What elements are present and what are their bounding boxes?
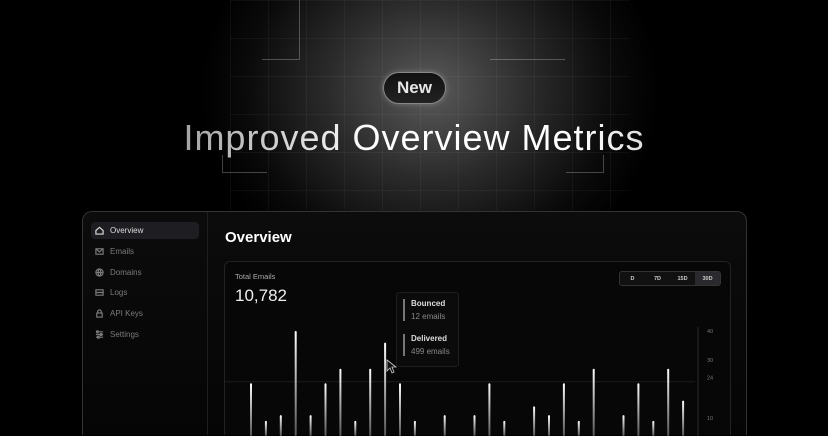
chart-bar (324, 383, 327, 436)
decor-line (490, 59, 565, 60)
sidebar-item-label: API Keys (110, 309, 143, 319)
sidebar-item-emails[interactable]: Emails (91, 243, 199, 260)
chart-bar (354, 420, 357, 436)
delivered-label: Delivered (411, 334, 448, 343)
sidebar-item-settings[interactable]: Settings (91, 326, 199, 343)
logs-icon (95, 289, 104, 297)
chart-bar (279, 415, 282, 436)
chart-bar (264, 420, 267, 436)
total-emails-card: 40 30 24 10 Total Emails 10,782 D 7D 15D 30… (224, 261, 731, 436)
chart-bar (294, 331, 297, 436)
chart-bar (488, 383, 491, 436)
sidebar-item-label: Domains (110, 267, 142, 277)
chart-bar (622, 415, 625, 436)
chart-bar (384, 342, 387, 436)
sidebar: Overview Emails Domains Logs API Keys Se… (83, 212, 208, 435)
sidebar-item-api-keys[interactable]: API Keys (91, 305, 199, 322)
mail-icon (95, 248, 104, 255)
tooltip-bounced: Bounced 12 emails (403, 299, 445, 321)
chart-bar (682, 400, 685, 436)
sidebar-item-domains[interactable]: Domains (91, 264, 199, 281)
lock-icon (96, 309, 103, 318)
chart-bar (548, 415, 550, 436)
chart-bar (667, 368, 670, 436)
chart-bar (577, 420, 580, 436)
chart-bar (413, 420, 416, 436)
background-grid (230, 0, 630, 210)
chart-bar (309, 415, 312, 436)
main-content: Overview 40 30 24 10 Total Emails 10,782 D … (208, 212, 746, 436)
range-d[interactable]: D (630, 275, 635, 282)
range-15d[interactable]: 15D (677, 275, 688, 282)
cursor-icon (386, 359, 398, 374)
range-7d[interactable]: 7D (653, 275, 662, 282)
range-30d[interactable]: 30D (695, 272, 720, 285)
total-value: 10,782 (235, 286, 287, 305)
sliders-icon (95, 330, 104, 339)
decor-line (566, 155, 604, 173)
y-tick-label: 24 (707, 375, 713, 381)
chart-bar (369, 368, 372, 436)
chart-bar (443, 415, 446, 436)
page-title: Overview (225, 229, 292, 246)
chart-bar (250, 383, 252, 436)
chart-bar (339, 368, 342, 436)
tooltip-delivered: Delivered 499 emails (403, 334, 450, 356)
chart-bar (562, 383, 565, 436)
chart-bar (399, 383, 401, 436)
bounced-value: 12 emails (411, 312, 446, 321)
headline: Improved Overview Metrics (0, 117, 828, 159)
sidebar-item-logs[interactable]: Logs (91, 284, 199, 301)
sidebar-item-label: Settings (110, 329, 139, 339)
sidebar-item-label: Logs (110, 288, 128, 298)
sidebar-item-label: Emails (110, 246, 135, 256)
new-badge: New (383, 72, 446, 104)
chart-bar (592, 368, 595, 436)
y-tick-label: 10 (707, 416, 713, 422)
y-tick-label: 30 (707, 358, 713, 364)
chart-bar (503, 420, 506, 436)
sidebar-item-label: Overview (110, 226, 144, 235)
chart-bar (652, 420, 655, 436)
decor-line (262, 0, 300, 60)
bounced-label: Bounced (411, 299, 446, 308)
chart-tooltip: Bounced 12 emails Delivered 499 emails (396, 292, 459, 367)
chart-bar (473, 415, 476, 436)
y-tick-label: 40 (707, 329, 713, 335)
range-selector: D 7D 15D 30D (619, 271, 721, 286)
globe-icon (95, 267, 104, 277)
home-icon (95, 226, 104, 235)
chart-bar (533, 406, 536, 436)
decor-line (222, 155, 267, 173)
chart-bar (637, 383, 640, 436)
card-label: Total Emails (235, 272, 276, 281)
emails-bar-chart: 40 30 24 10 (225, 327, 713, 436)
delivered-value: 499 emails (411, 347, 450, 356)
app-window: Overview Emails Domains Logs API Keys Se… (82, 211, 747, 436)
sidebar-item-overview[interactable]: Overview (91, 222, 199, 239)
